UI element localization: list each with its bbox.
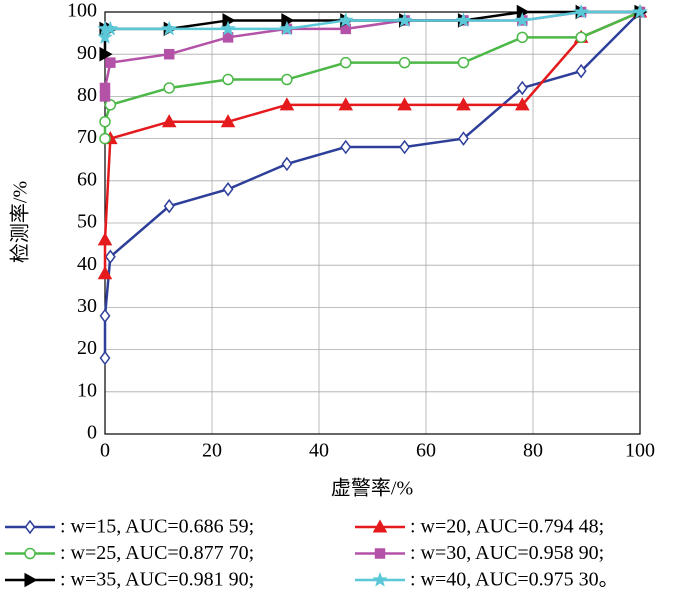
marker	[279, 20, 295, 36]
marker	[163, 82, 175, 94]
legend-marker	[374, 548, 386, 559]
marker	[337, 12, 354, 28]
marker	[456, 97, 471, 111]
marker	[222, 32, 234, 43]
series-line	[103, 11, 641, 359]
marker	[575, 63, 587, 79]
marker	[163, 48, 175, 60]
marker	[105, 57, 116, 68]
series-line	[103, 10, 641, 139]
y-tick-label: 90	[77, 42, 97, 64]
x-axis-label: 虚警率/%	[331, 477, 413, 500]
marker	[457, 56, 470, 69]
legend-marker	[24, 519, 36, 535]
marker	[632, 3, 648, 19]
marker	[99, 91, 111, 102]
y-tick-label: 50	[77, 211, 97, 233]
marker	[99, 115, 111, 128]
marker	[281, 156, 293, 172]
legend-label: : w=40, AUC=0.975 30。	[410, 569, 619, 591]
y-tick-label: 60	[77, 168, 97, 190]
x-tick-label: 20	[202, 440, 222, 462]
marker	[99, 132, 111, 145]
marker	[515, 97, 530, 111]
marker	[220, 114, 236, 128]
legend-marker	[372, 571, 388, 587]
legend-label: : w=25, AUC=0.877 70;	[60, 542, 254, 564]
marker	[99, 350, 111, 366]
series-line	[103, 10, 641, 274]
y-tick-label: 100	[67, 0, 97, 22]
marker	[455, 12, 472, 28]
legend-marker	[24, 572, 38, 588]
marker	[161, 114, 177, 128]
marker	[279, 97, 295, 111]
marker	[97, 266, 113, 280]
marker	[99, 82, 111, 94]
marker	[222, 181, 234, 197]
marker	[102, 20, 119, 36]
x-tick-label: 40	[309, 440, 329, 462]
marker	[99, 308, 111, 324]
x-tick-label: 60	[416, 440, 436, 462]
legend-label: : w=15, AUC=0.686 59;	[60, 516, 254, 538]
marker	[104, 99, 117, 111]
y-tick-label: 10	[77, 379, 97, 401]
marker	[97, 29, 113, 44]
y-tick-label: 30	[77, 295, 97, 317]
legend-label: : w=30, AUC=0.958 90;	[410, 542, 604, 564]
marker	[399, 139, 411, 155]
legend-label: : w=35, AUC=0.981 90;	[60, 569, 254, 591]
marker	[163, 198, 175, 214]
marker	[340, 139, 352, 155]
series-line	[103, 10, 640, 55]
marker	[575, 31, 587, 44]
x-tick-label: 80	[523, 440, 543, 462]
legend-marker	[24, 547, 36, 560]
y-tick-label: 20	[77, 337, 97, 359]
x-tick-label: 0	[100, 440, 110, 462]
marker	[99, 46, 113, 62]
y-axis-label: 检测率/%	[9, 181, 32, 263]
legend-marker	[372, 519, 388, 533]
x-tick-label: 100	[625, 440, 655, 462]
marker	[397, 97, 412, 111]
marker	[97, 232, 113, 246]
marker	[104, 249, 116, 265]
marker	[161, 20, 177, 36]
marker	[573, 3, 589, 19]
legend-label: : w=20, AUC=0.794 48;	[410, 516, 604, 538]
marker	[398, 56, 411, 69]
marker	[340, 56, 352, 69]
marker	[458, 131, 469, 146]
y-tick-label: 70	[77, 126, 97, 148]
marker	[514, 12, 531, 28]
y-tick-label: 0	[87, 422, 97, 444]
marker	[516, 80, 528, 96]
marker	[396, 12, 413, 28]
marker	[222, 73, 234, 86]
y-tick-label: 40	[77, 253, 97, 275]
marker	[338, 97, 354, 111]
y-tick-label: 80	[77, 84, 97, 106]
marker	[516, 31, 529, 44]
marker	[281, 73, 293, 86]
marker	[220, 20, 236, 36]
